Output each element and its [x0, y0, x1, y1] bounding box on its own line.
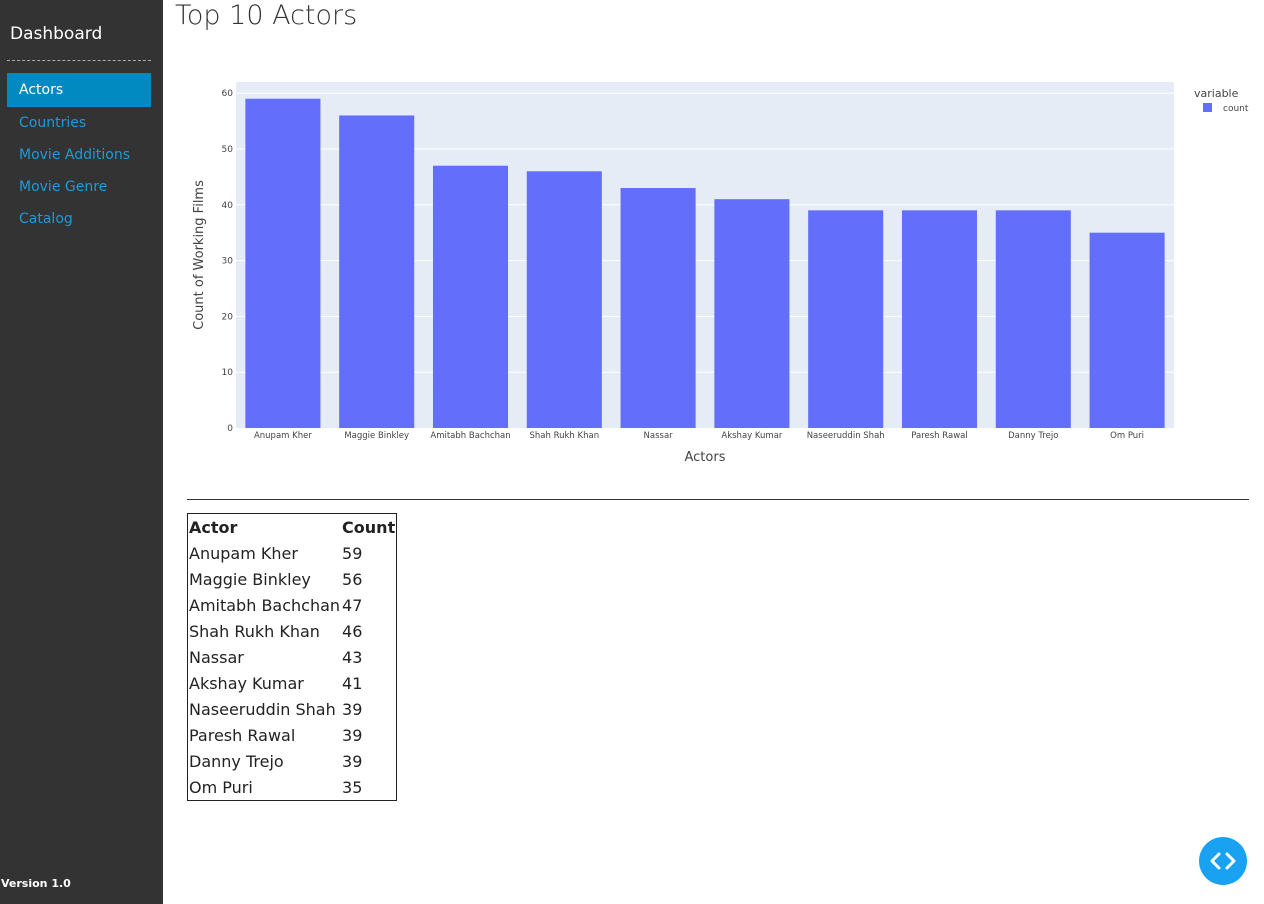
bar[interactable]	[1089, 232, 1165, 428]
bar[interactable]	[432, 165, 509, 429]
y-tick-label: 60	[222, 89, 234, 99]
table-cell-count: 41	[342, 673, 363, 693]
sidebar-item-movie-additions[interactable]: Movie Additions	[19, 147, 130, 163]
x-tick-label: Akshay Kumar	[721, 431, 783, 441]
y-tick-label: 0	[227, 424, 233, 434]
sidebar-item-catalog[interactable]: Catalog	[19, 211, 73, 227]
sidebar: Dashboard Actors Countries Movie Additio…	[0, 0, 163, 904]
section-divider	[187, 499, 1249, 500]
table-cell-count: 47	[342, 595, 363, 615]
bar[interactable]	[526, 171, 602, 428]
x-tick-label: Naseeruddin Shah	[807, 431, 885, 441]
table-row: Akshay Kumar 41	[188, 670, 397, 696]
bar[interactable]	[808, 210, 884, 428]
table-cell-count: 59	[342, 543, 363, 563]
x-tick-label: Nassar	[644, 431, 674, 441]
table-cell-count: 46	[342, 621, 363, 641]
table-cell-count: 39	[342, 699, 363, 719]
bar[interactable]	[995, 210, 1071, 428]
code-chevrons-icon	[1210, 852, 1236, 870]
table-row: Nassar 43	[188, 644, 397, 670]
table-cell-count: 43	[342, 647, 363, 667]
y-tick-label: 20	[222, 312, 234, 322]
legend-item-count[interactable]: count	[1223, 104, 1249, 114]
bar[interactable]	[245, 98, 321, 428]
bar[interactable]	[620, 188, 696, 428]
y-tick-label: 10	[222, 368, 234, 378]
table-cell-actor: Naseeruddin Shah	[189, 699, 336, 719]
table-row: Naseeruddin Shah 39	[188, 696, 397, 722]
table-row: Paresh Rawal 39	[188, 722, 397, 748]
sidebar-nav: Actors Countries Movie Additions Movie G…	[7, 73, 151, 235]
bar[interactable]	[339, 115, 415, 428]
bar-chart[interactable]: 0 10 20 30 40 50 60 Anupam Kher Maggie Binkley A…	[175, 70, 1264, 470]
table-row: Anupam Kher 59	[188, 540, 397, 566]
y-tick-label: 50	[222, 145, 234, 155]
x-axis-label: Actors	[685, 450, 726, 465]
table-cell-count: 35	[342, 777, 363, 797]
y-axis-label: Count of Working Films	[192, 180, 207, 330]
x-tick-label: Danny Trejo	[1008, 431, 1058, 441]
table-cell-count: 39	[342, 751, 363, 771]
table-row: Danny Trejo 39	[188, 748, 397, 774]
table-cell-actor: Paresh Rawal	[189, 725, 296, 745]
table-cell-actor: Om Puri	[189, 777, 253, 797]
y-tick-label: 30	[222, 257, 234, 267]
table-row: Shah Rukh Khan 46	[188, 618, 397, 644]
x-tick-label: Paresh Rawal	[911, 431, 967, 441]
table-cell-actor: Amitabh Bachchan	[189, 595, 341, 615]
x-tick-label: Amitabh Bachchan	[430, 431, 510, 441]
table-cell-count: 39	[342, 725, 363, 745]
bar[interactable]	[714, 199, 790, 428]
table-cell-actor: Anupam Kher	[189, 543, 298, 563]
table-cell-actor: Maggie Binkley	[189, 569, 311, 589]
table-row: Amitabh Bachchan 47	[188, 592, 397, 618]
sidebar-title: Dashboard	[10, 24, 103, 44]
code-toggle-button[interactable]	[1199, 837, 1247, 885]
table-row: Om Puri 35	[188, 774, 397, 801]
table-header-actor: Actor	[189, 517, 238, 537]
version-label: Version 1.0	[1, 877, 71, 890]
bar[interactable]	[901, 210, 978, 428]
x-tick-label: Maggie Binkley	[344, 431, 409, 441]
sidebar-divider	[7, 60, 151, 61]
actors-table: Actor Count Anupam Kher 59 Maggie Binkley 5…	[187, 513, 398, 801]
x-tick-label: Om Puri	[1110, 431, 1144, 441]
sidebar-item-actors[interactable]: Actors	[7, 73, 151, 107]
legend-swatch[interactable]	[1203, 103, 1212, 112]
table-cell-actor: Akshay Kumar	[189, 673, 304, 693]
page-title: Top 10 Actors	[175, 0, 358, 31]
sidebar-item-movie-genre[interactable]: Movie Genre	[19, 179, 108, 195]
legend-title: variable	[1194, 87, 1239, 100]
table-cell-actor: Nassar	[189, 647, 244, 667]
table-cell-actor: Danny Trejo	[189, 751, 284, 771]
x-tick-label: Anupam Kher	[254, 431, 312, 441]
x-tick-label: Shah Rukh Khan	[530, 431, 600, 441]
y-tick-label: 40	[222, 201, 234, 211]
table-header-count: Count	[342, 517, 396, 537]
table-cell-actor: Shah Rukh Khan	[189, 621, 320, 641]
sidebar-item-countries[interactable]: Countries	[19, 115, 87, 131]
table-header-row: Actor Count	[188, 514, 397, 541]
table-cell-count: 56	[342, 569, 363, 589]
table-row: Maggie Binkley 56	[188, 566, 397, 592]
